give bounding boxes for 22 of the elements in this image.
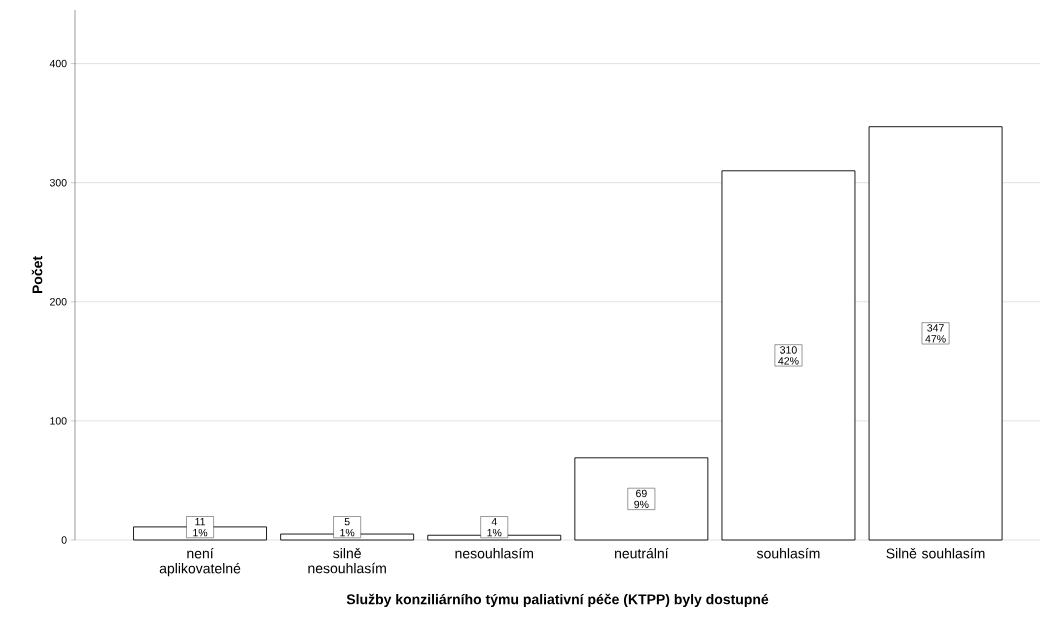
data-label: 347 47% xyxy=(925,324,946,343)
bar xyxy=(574,457,709,541)
y-tick-label: 400 xyxy=(49,59,67,68)
x-tick-label: neutrální xyxy=(615,547,669,559)
y-tick-label: 0 xyxy=(61,536,67,544)
data-label: 310 42% xyxy=(778,346,799,365)
x-tick-label: souhlasím xyxy=(756,547,820,559)
bar xyxy=(721,170,856,541)
x-tick-label: Silně souhlasím xyxy=(886,547,985,559)
y-tick-label: 100 xyxy=(50,417,67,425)
x-tick-label: nesouhlasím xyxy=(455,547,533,559)
x-tick-label: silně nesouhlasím xyxy=(308,547,386,574)
y-tick-label: 200 xyxy=(50,298,67,306)
data-label: 69 9% xyxy=(634,489,649,509)
y-tick-label: 300 xyxy=(49,178,67,187)
data-label: 11 1% xyxy=(193,518,208,537)
data-label: 4 1% xyxy=(487,518,502,537)
bar xyxy=(868,126,1003,541)
x-axis-title: Služby konziliárního týmu paliativní péče (KTPP) byly dostupné xyxy=(346,593,769,608)
x-tick-label: není aplikovatelné xyxy=(159,547,241,577)
data-label: 5 1% xyxy=(340,518,355,537)
y-axis-title: Počet xyxy=(31,256,43,294)
